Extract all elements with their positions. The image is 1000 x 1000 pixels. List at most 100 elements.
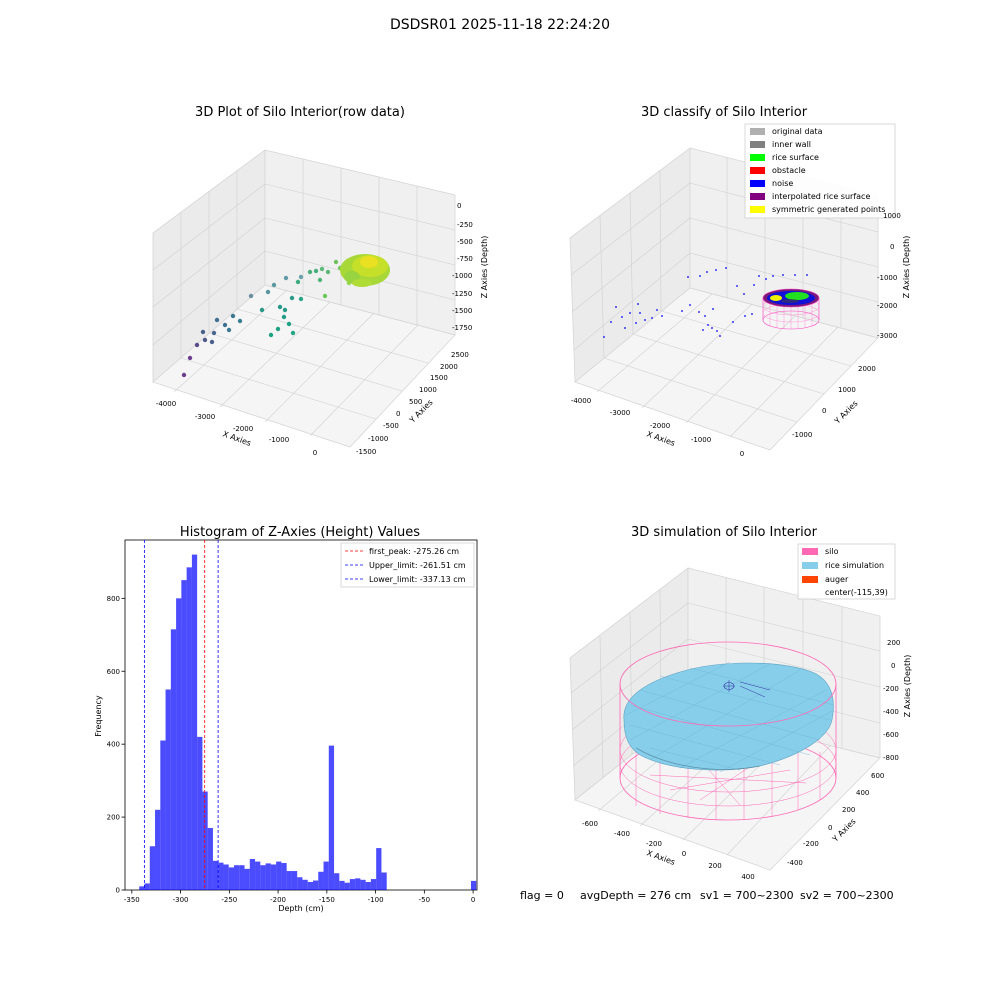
histogram-bar: [144, 883, 150, 890]
histogram-bar: [355, 878, 361, 890]
histogram-bar: [165, 689, 171, 890]
histogram-bar: [470, 880, 477, 890]
raw-y-ticks: -1500 -1000 -500 0 500 1000 1500 2000 25…: [356, 351, 469, 456]
histogram-bar: [176, 598, 182, 890]
histogram-bar: [381, 872, 387, 890]
legend-label: auger: [825, 575, 849, 584]
histogram-x-axis-label: Depth (cm): [278, 904, 323, 913]
histogram-bar: [318, 871, 324, 890]
raw-y-tick: -1500: [356, 448, 376, 456]
raw-dense-cluster: [340, 254, 390, 287]
histogram-bar: [323, 861, 329, 890]
x-tick-label: -250: [221, 896, 237, 904]
raw-y-tick: 500: [409, 398, 422, 406]
simulation-silo-rim: [619, 641, 837, 727]
classify-panel-title: 3D classify of Silo Interior: [641, 105, 808, 120]
histogram-legend: first_peak: -275.26 cm Upper_limit: -261…: [340, 542, 475, 588]
histogram-bar: [223, 864, 229, 890]
classify-x-tick: -4000: [571, 397, 591, 405]
simulation-y-axis-label: Y Axies: [830, 817, 858, 845]
histogram-bar: [281, 863, 287, 890]
histogram-bar: [149, 846, 156, 890]
raw-x-tick: -4000: [156, 400, 176, 408]
legend-label: Lower_limit: -337.13 cm: [369, 575, 466, 584]
histogram-bar: [255, 861, 261, 890]
histogram-bar: [244, 868, 250, 890]
raw-y-tick: 1500: [430, 374, 448, 382]
raw-y-tick: -500: [383, 422, 399, 430]
raw-scatter-points: [181, 259, 352, 378]
histogram-bar: [155, 809, 161, 890]
histogram-bar: [302, 879, 308, 890]
classify-noise-points: [603, 267, 808, 338]
histogram-bar: [334, 873, 340, 890]
histogram-bar: [197, 736, 203, 890]
histogram-bar: [291, 871, 298, 890]
y-tick-label: 0: [116, 887, 120, 895]
classify-x-tick: -2000: [650, 422, 670, 430]
simulation-z-tick: -800: [883, 754, 899, 762]
legend-swatch: [750, 141, 765, 148]
raw-z-tick: -250: [457, 221, 473, 229]
legend-label: symmetric generated points: [772, 205, 885, 214]
simulation-z-tick: -400: [883, 708, 899, 716]
classify-legend: original data inner wall rice surface ob…: [744, 123, 896, 219]
simulation-z-tick: 200: [887, 639, 900, 647]
raw-x-ticks: -4000 -3000 -2000 -1000 0: [156, 400, 317, 457]
histogram-bar: [312, 880, 319, 890]
classify-y-ticks: -1000 0 1000 2000: [792, 365, 876, 439]
simulation-x-tick: -200: [646, 840, 662, 848]
classify-z-tick: -2000: [877, 302, 897, 310]
raw-z-tick: 0: [457, 202, 461, 210]
simulation-x-axis-label: X Axies: [645, 848, 676, 867]
histogram-bar: [344, 882, 350, 890]
x-tick-label: -150: [319, 896, 335, 904]
y-tick-label: 400: [107, 741, 120, 749]
flag-text: flag = 0: [520, 889, 564, 902]
avg-depth-text: avgDepth = 276 cm: [580, 889, 692, 902]
raw-panel-title: 3D Plot of Silo Interior(row data): [195, 105, 405, 120]
figure-suptitle: DSDSR01 2025-11-18 22:24:20: [389, 17, 610, 33]
histogram-bar: [297, 877, 303, 890]
classify-y-tick: 1000: [838, 386, 856, 394]
classify-x-tick: 0: [740, 450, 744, 458]
classify-x-tick: -1000: [691, 436, 711, 444]
x-tick-label: 0: [471, 896, 475, 904]
classify-z-ticks: 1000 0 -1000 -2000 -3000: [877, 212, 901, 340]
classify-z-tick: -1000: [877, 274, 897, 282]
histogram-reference-lines: [143, 540, 219, 890]
y-tick-label: 600: [107, 668, 120, 676]
simulation-z-tick: -200: [883, 685, 899, 693]
classify-y-tick: 2000: [858, 365, 876, 373]
simulation-x-tick: 400: [741, 873, 754, 881]
raw-z-tick: -1750: [452, 324, 472, 332]
simulation-x-ticks: -600 -400 -200 0 200 400: [582, 820, 755, 881]
histogram-x-ticks: -350 -300 -250 -200 -150 -100 -50 0: [124, 890, 475, 904]
legend-label: center(-115,39): [825, 588, 888, 597]
legend-label: silo: [825, 547, 839, 556]
raw-z-ticks: 0 -250 -500 -750 -1000 -1250 -1500 -1750: [452, 202, 473, 332]
x-tick-label: -350: [124, 896, 140, 904]
y-tick-label: 200: [107, 814, 120, 822]
raw-z-tick: -1500: [452, 307, 472, 315]
classify-y-axis-label: Y Axies: [832, 399, 860, 427]
raw-z-tick: -1000: [452, 272, 472, 280]
legend-label: inner wall: [772, 140, 811, 149]
raw-y-tick: 0: [396, 410, 400, 418]
legend-label: rice surface: [772, 153, 819, 162]
classify-z-tick: 1000: [883, 212, 901, 220]
histogram-bar: [365, 881, 371, 890]
histogram-bar: [191, 554, 198, 890]
classify-z-tick: -3000: [877, 332, 897, 340]
simulation-z-tick: -600: [883, 731, 899, 739]
simulation-panel-title: 3D simulation of Silo Interior: [631, 525, 818, 540]
raw-z-tick: -750: [457, 255, 473, 263]
simulation-rice-surface: [623, 661, 835, 773]
raw-y-tick: 2500: [451, 351, 469, 359]
simulation-y-tick: -200: [803, 840, 819, 848]
histogram-bar: [260, 865, 266, 890]
classify-z-tick: 0: [890, 243, 894, 251]
sv1-text: sv1 = 700~2300: [700, 889, 794, 902]
histogram-title: Histogram of Z-Axies (Height) Values: [180, 525, 420, 540]
histogram-y-axis-label: Frequency: [94, 695, 103, 737]
